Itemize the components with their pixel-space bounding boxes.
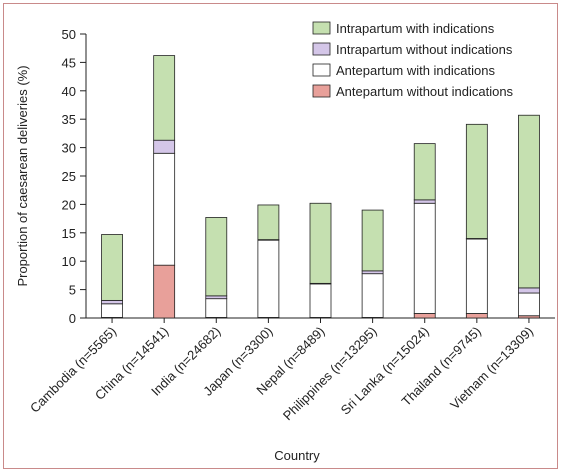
bar-segment <box>413 202 436 314</box>
bar-segment <box>518 292 540 317</box>
legend-label: Intrapartum with indications <box>336 21 495 36</box>
y-tick-label: 40 <box>62 84 76 99</box>
bar-segment <box>518 287 540 294</box>
bar-segment <box>465 313 488 319</box>
y-tick-label: 35 <box>62 112 76 127</box>
y-tick-label: 0 <box>69 311 76 326</box>
x-axis-title: Country <box>274 448 320 463</box>
legend-label: Intrapartum without indications <box>336 42 513 57</box>
bar-segment <box>465 123 488 239</box>
x-tick-label: Sri Lanka (n=15024) <box>338 324 432 418</box>
legend-swatch <box>312 21 331 35</box>
x-tick-label: Philippines (n=13295) <box>280 324 380 424</box>
bar-segment <box>361 273 384 318</box>
y-tick-label: 25 <box>62 169 76 184</box>
legend-label: Antepartum with indications <box>336 63 495 78</box>
bar-segment <box>257 204 280 241</box>
bar-segment <box>361 270 384 275</box>
figure-frame <box>3 3 558 469</box>
bar-segment <box>153 139 176 154</box>
legend-swatch <box>312 42 331 56</box>
bar-segment <box>309 283 332 318</box>
bar-segment <box>257 239 280 318</box>
bar-segment <box>413 143 436 201</box>
bar-segment <box>361 209 384 272</box>
legend-swatch <box>312 84 331 98</box>
bar-segment <box>413 199 436 204</box>
y-tick-label: 5 <box>69 283 76 298</box>
bar-segment <box>413 313 436 319</box>
x-tick-label: Cambodia (n=5565) <box>27 324 119 416</box>
y-tick-label: 45 <box>62 55 76 70</box>
bar-segment <box>101 299 123 305</box>
legend-swatch <box>312 63 331 77</box>
y-axis: 0 5 10 15 20 25 30 35 40 45 50 <box>62 27 87 326</box>
bars <box>101 55 540 319</box>
x-axis: Cambodia (n=5565)China (n=14541)India (n… <box>27 317 555 424</box>
bar-segment <box>518 114 540 289</box>
bar-segment <box>153 264 176 319</box>
bar-segment <box>205 298 228 318</box>
bar-segment <box>101 303 123 318</box>
legend: Intrapartum with indications Intrapartum … <box>312 21 514 99</box>
y-tick-label: 30 <box>62 141 76 156</box>
y-axis-title: Proportion of caesarean deliveries (%) <box>15 65 30 286</box>
y-tick-label: 50 <box>62 27 76 42</box>
bar-segment <box>101 234 123 301</box>
bar-segment <box>205 217 228 297</box>
bar-segment <box>309 202 332 284</box>
y-tick-label: 15 <box>62 226 76 241</box>
legend-label: Antepartum without indications <box>336 84 514 99</box>
bar-segment <box>153 152 176 266</box>
y-tick-label: 20 <box>62 197 76 212</box>
bar-segment <box>205 295 228 300</box>
bar-segment <box>465 238 488 314</box>
bar-segment <box>153 55 176 141</box>
y-tick-label: 10 <box>62 254 76 269</box>
